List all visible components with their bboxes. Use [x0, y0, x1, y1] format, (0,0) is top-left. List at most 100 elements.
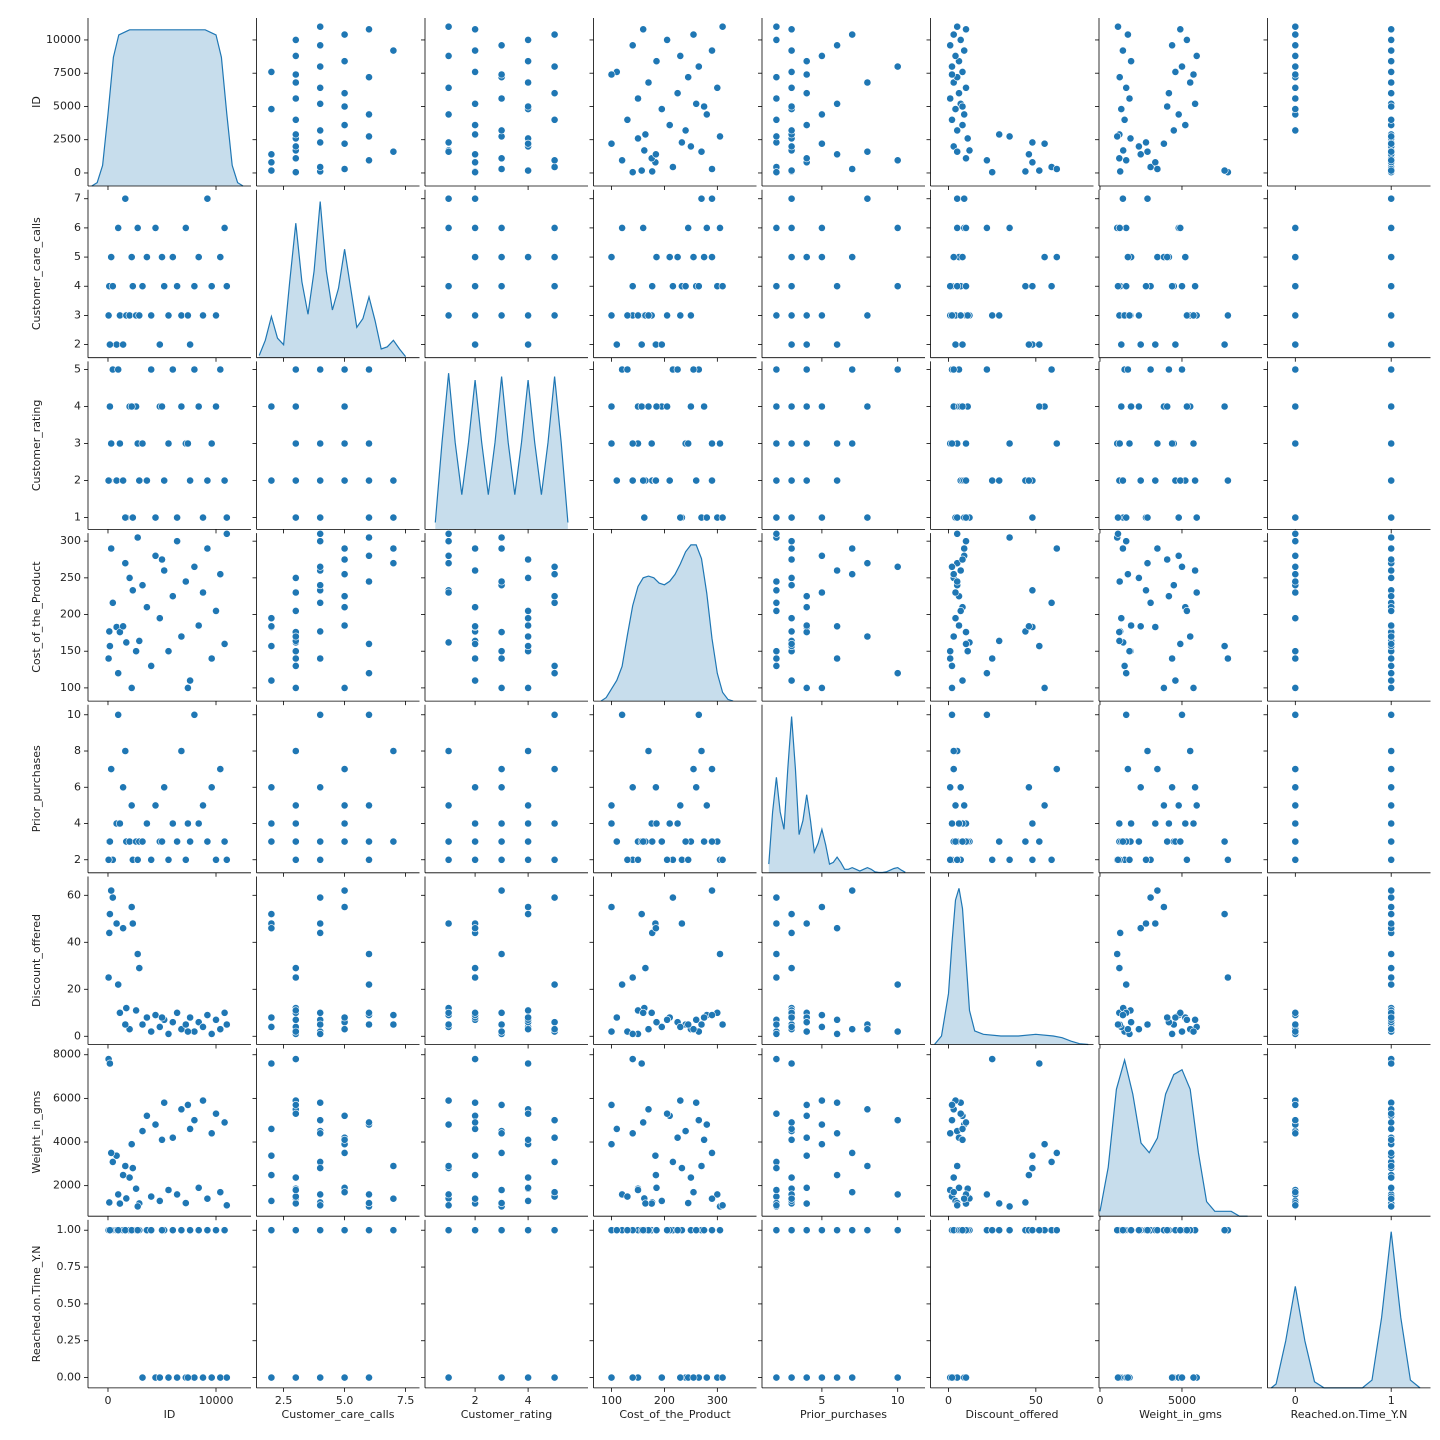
scatter-point [138, 837, 147, 846]
scatter-point [524, 621, 532, 630]
scatter-point [106, 642, 114, 650]
scatter-point [949, 365, 958, 374]
scatter-point [164, 1186, 173, 1194]
scatter-point [1291, 439, 1300, 448]
scatter-point [389, 544, 398, 553]
scatter-point [700, 1013, 708, 1022]
scatter-point [365, 950, 373, 958]
scatter-point [955, 1183, 963, 1192]
scatter-point [444, 282, 453, 291]
y-tick-label: 8 [74, 744, 81, 757]
scatter-point [267, 1171, 276, 1179]
x-axis-label: ID [164, 1408, 176, 1421]
scatter-point [639, 837, 648, 846]
scatter-point [1163, 1226, 1172, 1235]
scatter-point [962, 1118, 970, 1127]
scatter-point [1171, 68, 1180, 76]
scatter-point [1142, 282, 1150, 291]
scatter-point [444, 1008, 453, 1017]
scatter-point [220, 1226, 229, 1235]
scatter-point [1040, 1140, 1049, 1149]
scatter-point [497, 1101, 506, 1109]
scatter-point [1171, 676, 1180, 685]
scatter-point [1151, 919, 1160, 928]
scatter-point [958, 253, 967, 261]
scatter-point [713, 1190, 722, 1199]
scatter-point [1291, 837, 1300, 846]
scatter-point [1163, 555, 1172, 564]
scatter-point [108, 598, 117, 607]
scatter-point [550, 893, 559, 902]
scatter-point [612, 1226, 621, 1235]
scatter-point [121, 747, 130, 755]
scatter-point [177, 632, 186, 641]
y-axis-label: ID [30, 96, 43, 108]
scatter-point [652, 150, 660, 159]
scatter-point [524, 253, 532, 261]
scatter-point [267, 158, 276, 167]
scatter-point [116, 819, 124, 828]
scatter-point [1291, 1101, 1300, 1109]
scatter-point [135, 964, 144, 972]
scatter-point [673, 253, 682, 261]
scatter-point [1122, 223, 1131, 232]
scatter-point [316, 1129, 325, 1138]
scatter-point [471, 1171, 479, 1179]
scatter-point [128, 282, 137, 291]
scatter-point [1163, 402, 1172, 411]
scatter-point [848, 1226, 857, 1235]
scatter-point [1387, 102, 1396, 111]
scatter-point [116, 439, 124, 448]
scatter-point [1291, 253, 1300, 261]
scatter-point [953, 513, 962, 522]
scatter-point [1183, 402, 1191, 411]
scatter-point [106, 910, 114, 918]
scatter-point [471, 566, 479, 575]
scatter-point [133, 1202, 142, 1211]
scatter-point [1160, 139, 1168, 148]
scatter-point [848, 165, 857, 173]
scatter-point [316, 919, 325, 928]
scatter-point [1191, 282, 1199, 291]
scatter-point [199, 1023, 207, 1031]
scatter-point [291, 513, 300, 522]
scatter-point [623, 1226, 632, 1235]
scatter-point [291, 1101, 300, 1109]
scatter-point [177, 311, 186, 320]
scatter-point [1120, 662, 1129, 670]
scatter-point [772, 654, 781, 663]
x-tick-label: 300 [707, 1394, 728, 1407]
scatter-point [524, 1109, 532, 1118]
scatter-point [524, 1183, 532, 1192]
scatter-point [1113, 950, 1122, 958]
scatter-point [1220, 1226, 1229, 1235]
scatter-point [697, 147, 706, 156]
scatter-point [1005, 1202, 1014, 1211]
scatter-point [648, 167, 657, 176]
scatter-point [550, 253, 559, 261]
scatter-point [1291, 529, 1300, 538]
scatter-point [772, 132, 781, 141]
scatter-point [1387, 402, 1396, 411]
scatter-point [1291, 654, 1300, 663]
scatter-point [963, 647, 972, 656]
scatter-point [550, 311, 559, 320]
scatter-point [1291, 311, 1300, 320]
scatter-point [316, 41, 325, 50]
scatter-point [316, 562, 325, 571]
scatter-point [365, 25, 373, 34]
scatter-point [471, 1226, 479, 1235]
scatter-point [497, 1373, 506, 1382]
scatter-point [802, 476, 811, 485]
scatter-point [1114, 855, 1122, 864]
scatter-point [340, 903, 349, 911]
scatter-point [104, 654, 113, 663]
scatter-point [833, 41, 841, 50]
scatter-point [267, 1151, 276, 1160]
scatter-point [127, 801, 136, 810]
scatter-point [291, 1226, 300, 1235]
scatter-point [173, 513, 181, 522]
scatter-point [160, 566, 169, 575]
scatter-point [173, 282, 181, 291]
